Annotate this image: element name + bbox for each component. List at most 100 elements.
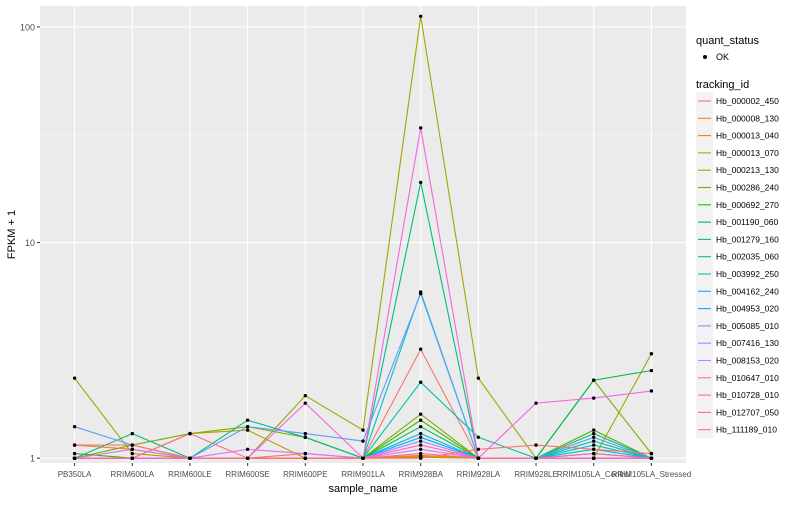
data-point-Hb_012707_050 [418, 451, 423, 456]
data-point-Hb_001279_160 [130, 431, 134, 436]
data-point-Hb_111189_010 [72, 443, 77, 447]
data-point-Hb_111189_010 [303, 456, 308, 460]
data-point-Hb_111189_010 [418, 456, 423, 460]
y-axis: 1 10 100 [20, 22, 40, 464]
data-point-Hb_005085_010 [72, 424, 77, 429]
x-axis-title: sample_name [328, 483, 397, 495]
data-point-Hb_111189_010 [188, 456, 192, 460]
x-tick-label: RRIM600PE [283, 470, 327, 479]
x-tick-label: RRIM928LA [457, 470, 501, 479]
legend-series-label: Hb_000286_240 [716, 183, 779, 193]
legend-series-label: Hb_000213_130 [716, 165, 779, 175]
data-point-Hb_010647_010 [592, 396, 596, 400]
legend-series-label: Hb_007416_130 [716, 338, 779, 348]
legend-series-label: Hb_004162_240 [716, 286, 779, 296]
legend-series-label: Hb_000008_130 [716, 113, 779, 123]
data-point-Hb_000213_130 [72, 376, 77, 380]
data-point-Hb_010728_010 [418, 443, 423, 447]
x-tick-label: RRIM928LE [514, 470, 558, 479]
data-point-Hb_000213_130 [418, 14, 423, 18]
legend-series-label: Hb_004953_020 [716, 304, 779, 314]
y-tick-label: 10 [25, 238, 35, 248]
legend-series-label: Hb_000013_070 [716, 148, 779, 158]
data-point-Hb_012707_050 [188, 431, 192, 436]
legend-series-label: Hb_010728_010 [716, 390, 779, 400]
data-point-Hb_005085_010 [361, 439, 365, 443]
data-point-Hb_005085_010 [245, 424, 250, 429]
legend-shape-title: quant_status [696, 35, 759, 47]
data-point-Hb_000692_270 [72, 451, 77, 456]
data-point-Hb_000286_240 [418, 412, 423, 416]
legend-series-label: Hb_008153_020 [716, 356, 779, 366]
legend-series-label: Hb_010647_010 [716, 373, 779, 383]
data-point-Hb_010647_010 [303, 401, 308, 405]
data-point-Hb_111189_010 [361, 456, 365, 460]
series-points [72, 14, 654, 460]
data-point-Hb_000213_130 [476, 376, 481, 380]
legend-series-label: Hb_005085_010 [716, 321, 779, 331]
data-point-Hb_012707_050 [592, 451, 596, 456]
data-point-Hb_012707_050 [476, 456, 481, 460]
data-point-Hb_004953_020 [418, 435, 423, 439]
legend-series-label: Hb_000692_270 [716, 200, 779, 210]
data-point-Hb_111189_010 [592, 447, 596, 451]
data-point-Hb_000213_130 [361, 428, 365, 432]
data-point-Hb_111189_010 [130, 443, 134, 447]
data-point-Hb_111189_010 [534, 443, 538, 447]
data-point-Hb_000013_070 [245, 428, 250, 432]
data-point-Hb_008153_020 [245, 447, 250, 451]
data-point-Hb_001279_160 [418, 180, 423, 185]
x-tick-label: RRIM600LA [110, 470, 154, 479]
data-point-Hb_002035_060 [418, 380, 423, 384]
x-tick-label: RRIM105LA_Control [557, 470, 631, 479]
data-point-Hb_005085_010 [418, 291, 423, 296]
data-point-Hb_000213_130 [303, 393, 308, 398]
x-tick-label: RRIM600SE [225, 470, 269, 479]
data-point-Hb_012707_050 [72, 456, 77, 460]
data-point-Hb_010647_010 [418, 126, 423, 130]
legend-color-title: tracking_id [696, 79, 749, 91]
data-point-Hb_001279_160 [592, 431, 596, 436]
data-point-Hb_008153_020 [418, 447, 423, 451]
legend-shape-key [703, 55, 707, 59]
data-point-Hb_007416_130 [418, 439, 423, 443]
y-tick-label: 1 [30, 454, 35, 464]
legend-series-label: Hb_002035_060 [716, 252, 779, 262]
legend-shape-items: OK [703, 52, 729, 62]
data-point-Hb_001190_060 [592, 378, 596, 382]
data-point-Hb_000213_130 [130, 451, 134, 456]
data-point-Hb_005085_010 [303, 431, 308, 436]
data-point-Hb_012707_050 [130, 456, 134, 460]
data-point-Hb_111189_010 [245, 456, 250, 460]
data-point-Hb_001190_060 [418, 424, 423, 429]
legend-series-label: Hb_012707_050 [716, 407, 779, 417]
x-tick-label: RRIM600LE [168, 470, 212, 479]
legend: quant_status OK tracking_id Hb_000002_45… [696, 35, 779, 439]
legend-shape-label: OK [716, 52, 729, 62]
data-point-Hb_000002_450 [418, 347, 423, 351]
data-point-Hb_003992_250 [592, 443, 596, 447]
x-tick-label: RRIM928BA [398, 470, 443, 479]
data-point-Hb_008153_020 [303, 451, 308, 456]
legend-color-items: Hb_000002_450 Hb_000008_130 Hb_000013_040 H… [696, 92, 779, 439]
legend-series-label: Hb_000002_450 [716, 96, 779, 106]
data-point-Hb_012707_050 [649, 456, 654, 460]
legend-series-label: Hb_111189_010 [716, 425, 777, 435]
x-tick-label: RRIM105LA_Stressed [612, 470, 692, 479]
x-tick-label: PB350LA [58, 470, 92, 479]
data-point-Hb_001279_160 [245, 418, 250, 422]
data-point-Hb_000692_270 [418, 418, 423, 422]
x-tick-label: RRIM901LA [341, 470, 385, 479]
data-point-Hb_001190_060 [649, 368, 654, 373]
data-point-Hb_000692_270 [592, 428, 596, 432]
data-point-Hb_002035_060 [592, 439, 596, 443]
data-point-Hb_008153_020 [130, 447, 134, 451]
x-axis: PB350LA RRIM600LA RRIM600LE RRIM600SE RRIM60… [58, 463, 691, 479]
y-tick-label: 100 [20, 22, 35, 32]
data-point-Hb_010647_010 [534, 401, 538, 405]
data-point-Hb_001279_160 [303, 435, 308, 439]
legend-series-label: Hb_001279_160 [716, 234, 779, 244]
data-point-Hb_010728_010 [592, 456, 596, 460]
